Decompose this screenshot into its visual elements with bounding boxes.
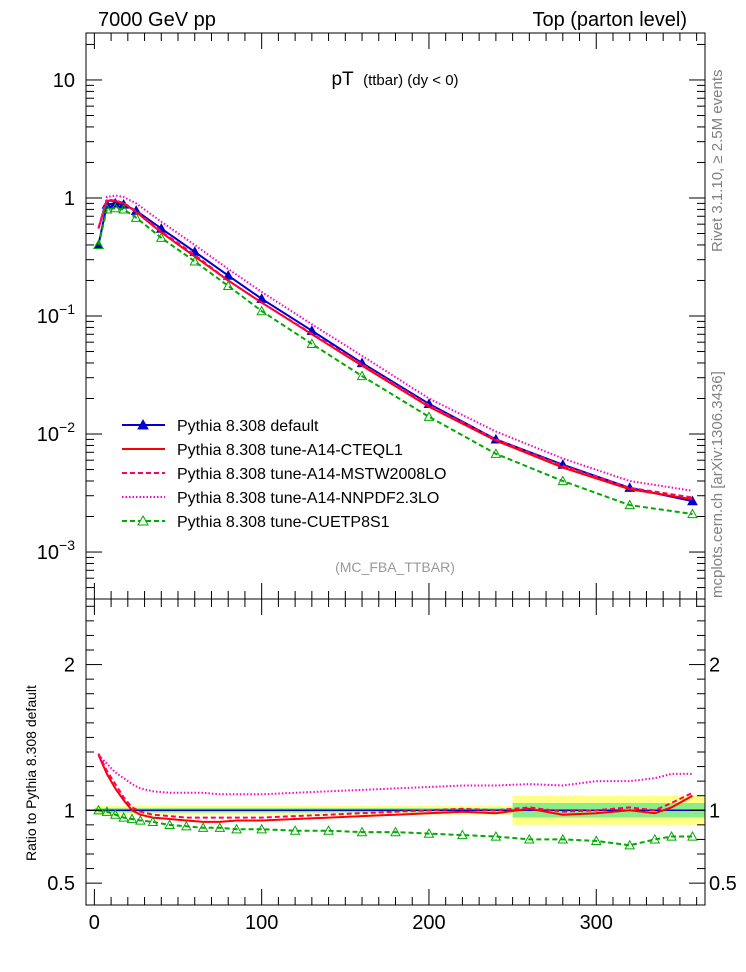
x-tick-label: 300 (580, 912, 613, 934)
series-line (97, 194, 693, 492)
y-tick-label: 10−3 (37, 537, 75, 564)
main-panel-data (93, 194, 698, 519)
x-tick-label: 200 (412, 912, 445, 934)
ratio-series-line (97, 754, 693, 796)
series-marker (490, 448, 502, 458)
series-marker (356, 370, 368, 381)
ratio-series-marker (523, 833, 535, 844)
legend-label: Pythia 8.308 tune-A14-MSTW2008LO (177, 466, 446, 483)
ratio-series-marker (624, 839, 636, 850)
ratio-series-marker (557, 833, 569, 844)
series-marker (189, 255, 201, 266)
ratio-series-marker (135, 814, 146, 825)
series-marker (155, 232, 167, 242)
ratio-panel-ticks: 0.5 0.5 1 1 2 2 0 100 200 300 (47, 599, 737, 934)
y-tick-label-base: 10 (37, 424, 59, 446)
y-tick-label-exponent: −2 (59, 419, 75, 435)
ratio-series-marker (164, 819, 175, 829)
series-marker (118, 203, 129, 214)
ratio-series-marker (256, 823, 268, 834)
series-marker (130, 212, 142, 222)
ratio-panel-frame (85, 598, 706, 906)
series-marker (101, 203, 113, 214)
ratio-series-marker (490, 830, 502, 841)
series-marker (222, 270, 234, 280)
legend: Pythia 8.308 default Pythia 8.308 tune-A1… (122, 418, 446, 531)
legend-marker (137, 418, 149, 430)
legend-label: Pythia 8.308 default (177, 418, 319, 435)
ratio-series-marker (356, 826, 368, 837)
ratio-series-line (97, 754, 693, 823)
ratio-series-marker (687, 830, 698, 841)
ratio-ylabel: Ratio to Pythia 8.308 default (23, 685, 39, 861)
header-right: Top (parton level) (532, 9, 687, 31)
ratio-series-marker (289, 825, 301, 835)
main-title: pT (ttbar) (dy < 0) (331, 69, 458, 90)
ratio-series-marker (214, 822, 226, 832)
series-marker (687, 495, 698, 506)
ratio-y-tick-label: 1 (64, 800, 75, 822)
y-tick-label-base: 10 (37, 542, 59, 564)
header-left: 7000 GeV pp (98, 9, 216, 31)
ratio-series-marker (181, 820, 192, 831)
side-text-upper: Rivet 3.1.10, ≥ 2.5M events (709, 70, 726, 253)
series-line (97, 198, 693, 499)
y-tick-label-exponent: −1 (59, 301, 75, 317)
ratio-series-line (98, 809, 693, 847)
ratio-series-marker (101, 806, 113, 816)
ratio-series-marker (197, 822, 209, 832)
ratio-y-tick-label-right: 2 (709, 655, 720, 677)
series-marker (93, 239, 104, 250)
ratio-panel-data (93, 753, 698, 850)
ratio-series-marker (590, 835, 602, 845)
x-tick-label: 0 (89, 912, 100, 934)
legend-label: Pythia 8.308 tune-A14-NNPDF2.3LO (177, 490, 439, 507)
ratio-series-marker (666, 830, 677, 841)
series-marker (256, 305, 268, 316)
y-tick-label-exponent: −3 (59, 537, 75, 553)
series-line (97, 207, 693, 515)
y-tick-label-base: 10 (37, 306, 59, 328)
ratio-series-line (97, 753, 693, 819)
ratio-panel: 0.5 0.5 1 1 2 2 0 100 200 300 Ratio to Pythia 8.3… (23, 598, 737, 934)
y-tick-label: 1 (64, 188, 75, 210)
y-tick-label: 10−2 (37, 419, 75, 446)
y-tick-label: 10−1 (37, 301, 75, 328)
ratio-series-marker (323, 825, 334, 835)
main-title-main: pT (331, 69, 354, 90)
legend-label: Pythia 8.308 tune-CUETP8S1 (177, 514, 390, 531)
series-marker (423, 411, 435, 421)
ratio-series-marker (390, 826, 401, 837)
series-marker (109, 202, 121, 213)
ratio-series-marker (231, 823, 242, 834)
ratio-series-marker (457, 829, 468, 840)
ratio-y-tick-label: 2 (64, 655, 75, 677)
ratio-y-tick-label-right: 1 (709, 800, 720, 822)
series-marker (306, 338, 318, 349)
ratio-series-marker (147, 816, 159, 827)
y-tick-label: 10 (53, 70, 75, 92)
ratio-series-marker (423, 828, 435, 838)
ratio-y-tick-label-right: 0.5 (709, 873, 737, 895)
watermark: (MC_FBA_TTBAR) (335, 559, 455, 575)
series-marker (624, 499, 636, 510)
x-tick-label: 100 (245, 912, 278, 934)
ratio-y-tick-label: 0.5 (47, 873, 75, 895)
ratio-series-marker (649, 833, 661, 844)
series-marker (687, 508, 698, 519)
ratio-series-marker (109, 809, 121, 819)
series-marker (222, 280, 234, 290)
legend-label: Pythia 8.308 tune-A14-CTEQL1 (177, 442, 403, 459)
side-text-lower: mcplots.cern.ch [arXiv:1306.3436] (709, 371, 726, 598)
legend-marker (137, 514, 149, 526)
ratio-band (86, 795, 705, 825)
main-title-rest: (ttbar) (dy < 0) (363, 72, 458, 89)
ratio-series-marker (118, 812, 129, 822)
ratio-series-marker (126, 813, 138, 824)
series-marker (557, 475, 569, 486)
